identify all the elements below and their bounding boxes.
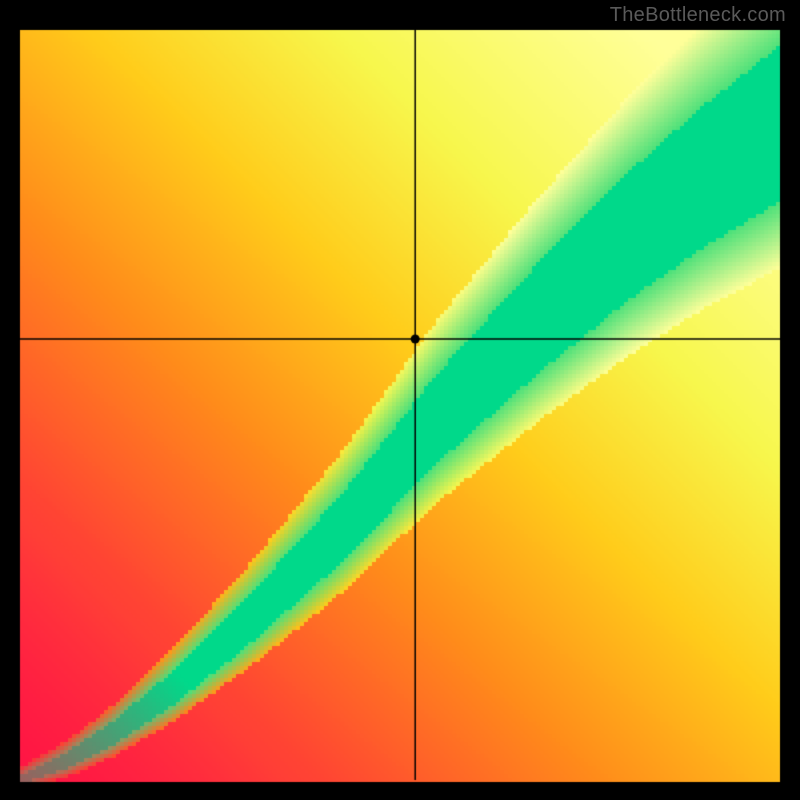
- watermark-text: TheBottleneck.com: [610, 4, 786, 27]
- heatmap-canvas: [0, 0, 800, 800]
- bottleneck-heatmap: TheBottleneck.com: [0, 0, 800, 800]
